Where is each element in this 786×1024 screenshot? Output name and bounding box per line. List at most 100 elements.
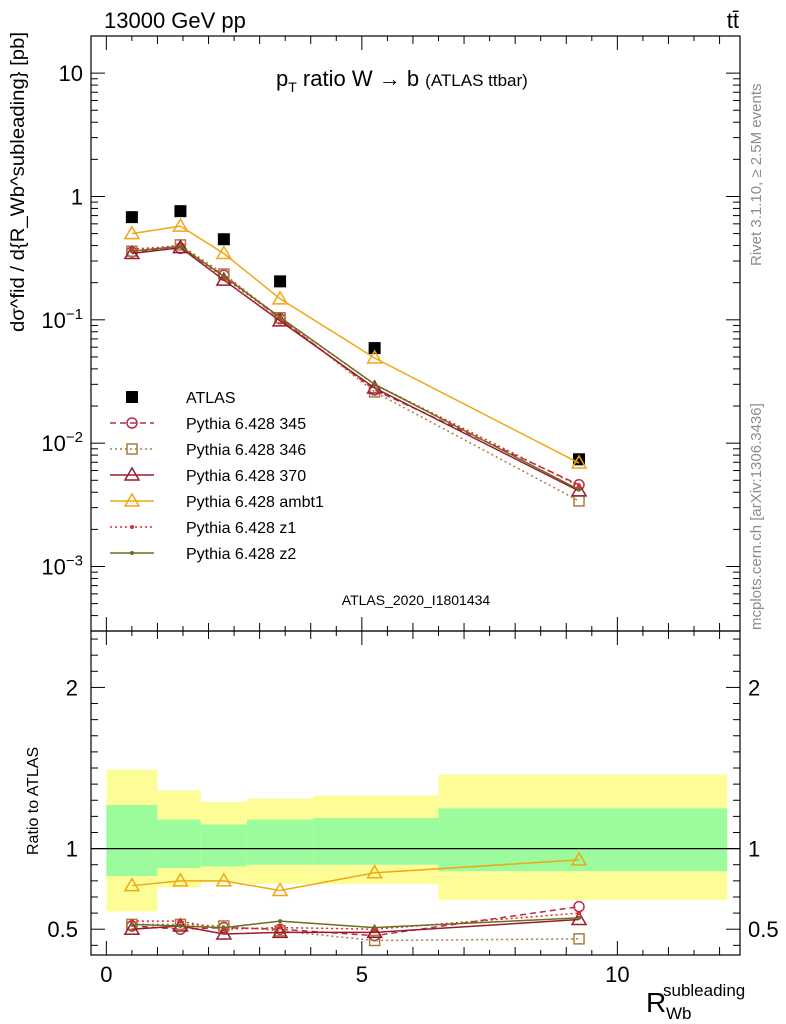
ratio-point-pythia-6-428-z1 (178, 919, 183, 924)
data-point-pythia-6-428-z2 (372, 382, 377, 387)
data-point-pythia-6-428-z2 (221, 274, 226, 279)
side-mcplots-label: mcplots.cern.ch [arXiv:1306.3436] (748, 403, 765, 630)
y-axis-label: dσ^fid / d{R_Wb^subleading} [pb] (8, 32, 29, 332)
ratio-line-pythia-6-428-z2 (131, 917, 580, 929)
data-point-pythia-6-428-370 (570, 482, 588, 497)
ratio-point-pythia-6-428-ambt1 (123, 877, 141, 892)
ratio-point-pythia-6-428-z2 (129, 922, 134, 927)
ratio-point-pythia-6-428-ambt1 (215, 872, 233, 887)
ratio-point-pythia-6-428-370 (123, 920, 141, 935)
x-axis-label: R (646, 987, 666, 1018)
data-point-pythia-6-428-370 (123, 244, 141, 260)
legend-marker-pythia-6-428-z2 (130, 551, 134, 555)
data-point-pythia-6-428-z1 (577, 483, 582, 488)
ratio-line-pythia-6-428-ambt1 (131, 859, 580, 892)
data-point-atlas (217, 233, 230, 246)
ratio-y-tick-label-right: 1 (748, 837, 760, 862)
legend-label-atlas: ATLAS (186, 390, 236, 407)
x-tick-label: 10 (605, 962, 629, 987)
main-panel-frame (90, 35, 741, 632)
legend-label-pythia-6-428-ambt1: Pythia 6.428 ambt1 (186, 494, 324, 511)
legend-label-pythia-6-428-z2: Pythia 6.428 z2 (186, 546, 296, 563)
x-tick-label: 5 (356, 962, 368, 987)
x-axis-label-superscript: subleading (663, 981, 745, 1000)
data-point-atlas (274, 275, 287, 288)
legend-label-pythia-6-428-345: Pythia 6.428 345 (186, 416, 306, 433)
header-left-label: 13000 GeV pp (104, 8, 246, 33)
ratio-point-pythia-6-428-z2 (278, 919, 283, 924)
x-tick-label: 0 (100, 962, 112, 987)
series-line-pythia-6-428-ambt1 (131, 225, 580, 464)
data-point-pythia-6-428-z2 (278, 315, 283, 320)
legend-marker-atlas (126, 391, 138, 403)
ratio-point-pythia-6-428-346 (368, 934, 381, 947)
data-point-pythia-6-428-346 (573, 495, 585, 507)
legend-label-pythia-6-428-346: Pythia 6.428 346 (186, 442, 306, 459)
y-tick-label: 10−3 (41, 553, 83, 580)
y-tick-label: 1 (71, 184, 83, 209)
ratio-point-pythia-6-428-ambt1 (570, 851, 588, 866)
legend-label-pythia-6-428-z1: Pythia 6.428 z1 (186, 520, 296, 537)
data-point-pythia-6-428-z2 (577, 487, 582, 492)
ratio-panel-frame (90, 630, 741, 956)
ratio-point-pythia-6-428-z1 (577, 911, 582, 916)
ratio-point-pythia-6-428-346 (573, 933, 585, 945)
ratio-point-pythia-6-428-370 (271, 923, 289, 939)
ratio-point-pythia-6-428-z2 (577, 915, 582, 920)
x-axis-label-subscript: Wb (666, 1004, 692, 1023)
y-tick-label: 10−1 (41, 306, 83, 333)
data-point-pythia-6-428-ambt1 (215, 244, 233, 260)
data-point-pythia-6-428-370 (366, 379, 383, 394)
ratio-y-tick-label: 2 (66, 675, 78, 700)
data-point-pythia-6-428-z2 (178, 244, 183, 249)
data-point-atlas (125, 211, 138, 224)
series-line-pythia-6-428-346 (131, 244, 580, 502)
ratio-y-tick-label: 0.5 (47, 917, 78, 942)
ratio-point-pythia-6-428-345 (573, 900, 585, 913)
ratio-point-pythia-6-428-z1 (278, 925, 283, 930)
ratio-line-pythia-6-428-z1 (131, 912, 580, 930)
data-point-pythia-6-428-ambt1 (172, 217, 189, 232)
ratio-y-tick-label-right: 0.5 (748, 917, 779, 942)
ratio-point-pythia-6-428-z1 (129, 919, 134, 924)
ratio-point-pythia-6-428-370 (215, 925, 233, 940)
data-point-pythia-6-428-ambt1 (366, 349, 383, 364)
ratio-point-pythia-6-428-ambt1 (172, 872, 189, 887)
ratio-y-axis-label: Ratio to ATLAS (25, 747, 42, 855)
legend-label-pythia-6-428-370: Pythia 6.428 370 (186, 468, 306, 485)
data-point-pythia-6-428-z2 (129, 249, 134, 254)
header-right-label: tt̄ (727, 8, 739, 33)
ratio-point-pythia-6-428-ambt1 (366, 864, 383, 879)
ratio-line-pythia-6-428-370 (131, 918, 580, 935)
ratio-y-tick-label: 1 (66, 837, 78, 862)
chart-title: pT ratio W → b (ATLAS ttbar) (276, 66, 528, 95)
data-point-pythia-6-428-ambt1 (123, 225, 141, 240)
uncertainty-band-green (246, 819, 314, 865)
ratio-point-pythia-6-428-370 (366, 923, 383, 939)
uncertainty-band-green (313, 817, 439, 865)
uncertainty-band-green (200, 824, 247, 867)
series-line-pythia-6-428-z2 (131, 245, 580, 491)
y-tick-label: 10 (59, 61, 83, 86)
uncertainty-band-green (157, 819, 201, 868)
legend-marker-pythia-6-428-ambt1 (123, 492, 141, 507)
side-rivet-label: Rivet 3.1.10, ≥ 2.5M events (748, 84, 765, 267)
data-point-atlas (174, 205, 187, 218)
legend-marker-pythia-6-428-370 (123, 466, 141, 481)
ratio-point-pythia-6-428-370 (172, 917, 189, 932)
data-point-pythia-6-428-ambt1 (570, 454, 588, 469)
y-tick-label: 10−2 (41, 429, 83, 456)
legend-marker-pythia-6-428-345 (126, 417, 138, 429)
uncertainty-band-green (438, 808, 728, 872)
ratio-point-pythia-6-428-z2 (372, 925, 377, 930)
ratio-point-pythia-6-428-ambt1 (271, 882, 289, 897)
data-point-pythia-6-428-346 (368, 386, 381, 398)
legend-marker-pythia-6-428-z1 (130, 525, 134, 529)
uncertainty-band-green (106, 805, 158, 877)
series-line-pythia-6-428-370 (131, 246, 580, 492)
data-point-pythia-6-428-ambt1 (271, 290, 289, 305)
analysis-label: ATLAS_2020_I1801434 (342, 592, 491, 608)
data-point-atlas (368, 342, 381, 355)
ratio-point-pythia-6-428-z2 (221, 925, 226, 930)
